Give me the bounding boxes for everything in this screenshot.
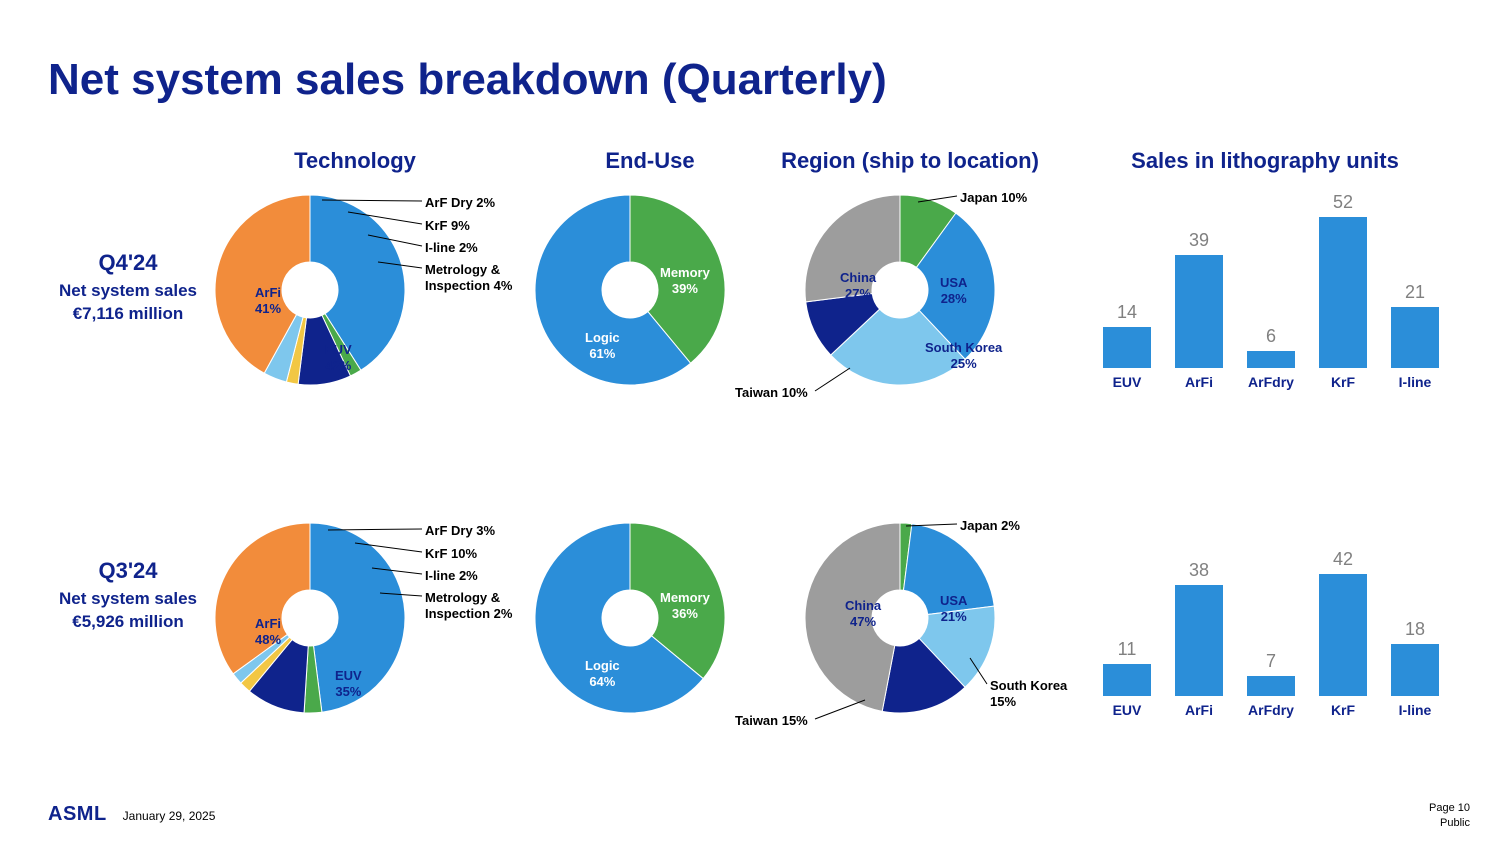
bar-value: 21 [1405, 282, 1425, 303]
slice-label-ext: Japan 10% [960, 190, 1027, 206]
bar-value: 14 [1117, 302, 1137, 323]
bar-rect [1319, 574, 1367, 696]
bar-category: ArFi [1185, 374, 1213, 390]
row-label-q3: Q3'24Net system sales€5,926 million [48, 558, 208, 634]
slice-label-ext: South Korea15% [990, 678, 1067, 711]
slice-label: EUV35% [335, 668, 362, 699]
bar-rect [1247, 676, 1295, 696]
bar-value: 11 [1118, 639, 1137, 660]
slice-label-ext: I-line 2% [425, 568, 478, 584]
slice-label: South Korea25% [925, 340, 1002, 371]
bar-rect [1175, 585, 1223, 696]
bar-category: ArFdry [1248, 374, 1294, 390]
bar-category: KrF [1331, 374, 1355, 390]
bar-value: 42 [1333, 549, 1353, 570]
slice-label: ArFi48% [255, 616, 281, 647]
column-header-region: Region (ship to location) [770, 148, 1050, 174]
slice-label: USA21% [940, 593, 967, 624]
bar-rect [1103, 327, 1151, 368]
bar-rect [1391, 644, 1439, 696]
bar-value: 38 [1189, 560, 1209, 581]
bar-chart: 14EUV39ArFi6ArFdry52KrF21I-line [1100, 210, 1442, 390]
slice-label: ArFi41% [255, 285, 281, 316]
bar-rect [1247, 351, 1295, 368]
bar-rect [1391, 307, 1439, 368]
slice-label: Logic61% [585, 330, 620, 361]
page-number: Page 10 [1429, 801, 1470, 815]
bar-category: EUV [1113, 374, 1142, 390]
slice-label-ext: Metrology &Inspection 4% [425, 262, 512, 295]
company-logo: ASML [48, 803, 107, 826]
slice-label-ext: Taiwan 10% [735, 385, 808, 401]
slice-label-ext: ArF Dry 2% [425, 195, 495, 211]
slice-label: Logic64% [585, 658, 620, 689]
slice-label-ext: Taiwan 15% [735, 713, 808, 729]
bar-value: 18 [1405, 619, 1425, 640]
bar-category: ArFi [1185, 702, 1213, 718]
slice-label: China47% [845, 598, 881, 629]
footer-right: Page 10 Public [1429, 801, 1470, 830]
slice-label: Memory39% [660, 265, 710, 296]
bar-value: 7 [1266, 651, 1276, 672]
column-header-units: Sales in lithography units [1105, 148, 1425, 174]
bar-value: 39 [1189, 230, 1209, 251]
bar-rect [1319, 217, 1367, 368]
bar-value: 6 [1266, 326, 1276, 347]
slice-label-ext: Japan 2% [960, 518, 1020, 534]
bar-category: EUV [1113, 702, 1142, 718]
footer-left: ASML January 29, 2025 [48, 803, 215, 826]
bar-rect [1175, 255, 1223, 368]
bar-chart: 11 EUV 38 ArFi 7 ArFdry 42 KrF 18 I-line [1100, 538, 1442, 718]
column-header-enduse: End-Use [560, 148, 740, 174]
bar-category: KrF [1331, 702, 1355, 718]
bar-value: 52 [1333, 192, 1353, 213]
slide-title: Net system sales breakdown (Quarterly) [48, 55, 887, 105]
bar-category: ArFdry [1248, 702, 1294, 718]
slice-label: China27% [840, 270, 876, 301]
bar-category: I-line [1399, 702, 1432, 718]
bar-category: I-line [1399, 374, 1432, 390]
slice-label-ext: I-line 2% [425, 240, 478, 256]
slice-label: EUV42% [325, 342, 352, 373]
slice-label: Memory36% [660, 590, 710, 621]
slice-label-ext: ArF Dry 3% [425, 523, 495, 539]
column-header-technology: Technology [255, 148, 455, 174]
footer-date: January 29, 2025 [123, 809, 216, 823]
bar-rect [1103, 664, 1151, 696]
classification: Public [1429, 816, 1470, 830]
slice-label-ext: KrF 10% [425, 546, 477, 562]
row-label-q4: Q4'24Net system sales€7,116 million [48, 250, 208, 326]
slice-label-ext: Metrology &Inspection 2% [425, 590, 512, 623]
slice-label: USA28% [940, 275, 967, 306]
slice-label-ext: KrF 9% [425, 218, 470, 234]
